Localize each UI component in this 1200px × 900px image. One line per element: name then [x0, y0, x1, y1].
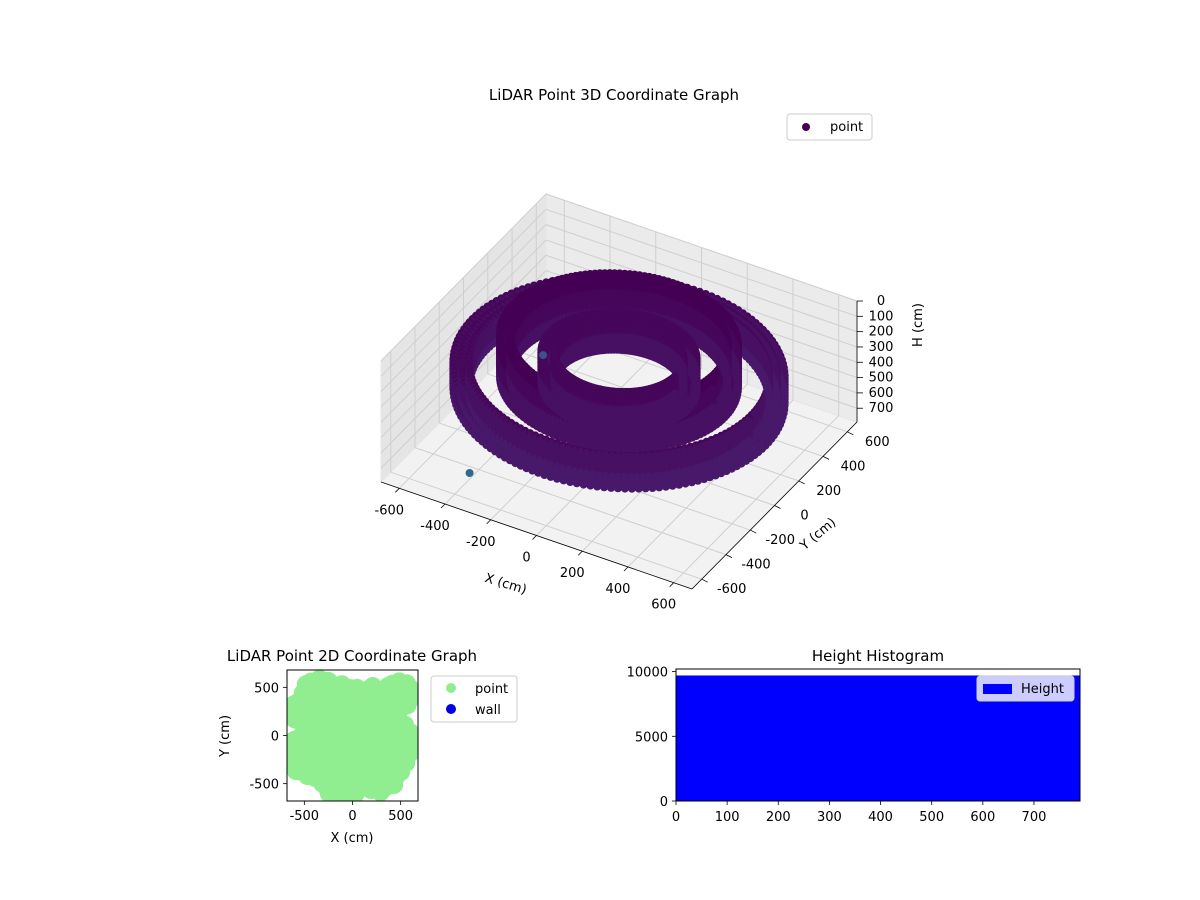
grid-z-back	[545, 193, 858, 302]
grid-y-floor	[414, 447, 727, 556]
grid-z-left	[380, 224, 547, 392]
grid-z-left	[380, 208, 547, 377]
chart-3d: -600-400-2000200400600-600-400-200020040…	[375, 86, 926, 613]
grid-z-left	[380, 193, 547, 362]
grid-y-floor	[390, 471, 702, 580]
grid-z-back	[545, 208, 858, 317]
scatter-3d-points	[449, 269, 789, 493]
grid-z-back	[545, 224, 858, 333]
data-point	[744, 439, 753, 448]
